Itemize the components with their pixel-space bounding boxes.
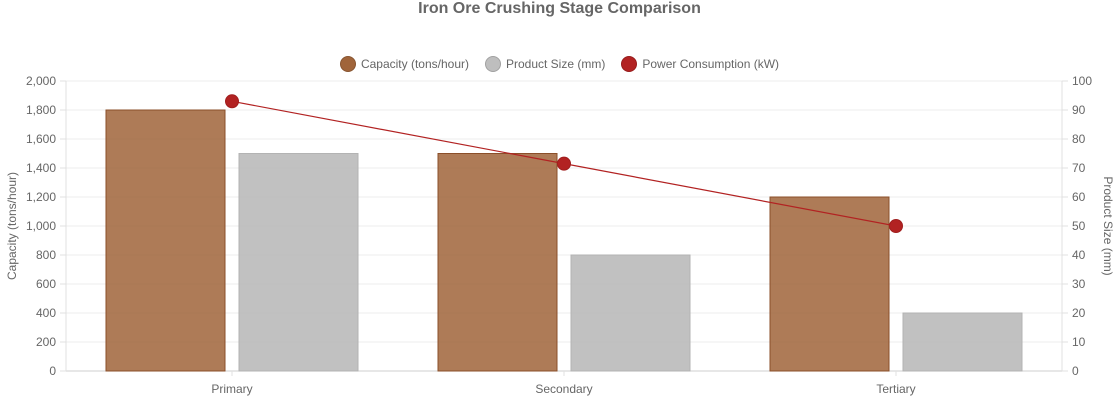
legend-item-power[interactable]: Power Consumption (kW)	[621, 56, 779, 72]
y-left-tick-label: 1,800	[26, 103, 56, 117]
point-power-secondary[interactable]	[557, 156, 571, 171]
y-left-tick-label: 1,400	[26, 161, 56, 175]
y-left-tick-label: 1,200	[26, 190, 56, 204]
bar-product-size-secondary[interactable]	[570, 254, 691, 372]
point-power-primary[interactable]	[225, 94, 239, 109]
y-left-tick-label: 200	[36, 335, 56, 349]
legend-item-product-size[interactable]: Product Size (mm)	[484, 56, 606, 72]
y-right-tick-label: 100	[1072, 74, 1092, 88]
y-right-tick-label: 20	[1072, 306, 1086, 320]
y-left-tick-label: 1,600	[26, 132, 56, 146]
x-tick-label: Tertiary	[876, 382, 915, 396]
y-left-tick-label: 600	[36, 277, 56, 291]
y-left-tick-label: 1,000	[26, 219, 56, 233]
legend-swatch-capacity	[339, 56, 356, 72]
y-right-tick-label: 30	[1072, 277, 1086, 291]
legend: Capacity (tons/hour) Product Size (mm) P…	[0, 56, 1119, 72]
bar-capacity-tertiary[interactable]	[769, 196, 890, 372]
x-tick-label: Secondary	[535, 382, 592, 396]
bar-capacity-secondary[interactable]	[437, 153, 558, 372]
y-right-tick-label: 50	[1072, 219, 1086, 233]
y-right-tick-label: 40	[1072, 248, 1086, 262]
legend-swatch-power	[621, 56, 638, 72]
point-power-tertiary[interactable]	[889, 219, 903, 233]
legend-label-power: Power Consumption (kW)	[642, 57, 780, 71]
y-left-tick-label: 800	[36, 248, 56, 262]
y-right-tick-label: 70	[1072, 161, 1086, 175]
y-right-tick-label: 90	[1072, 103, 1086, 117]
y-right-tick-label: 10	[1072, 335, 1086, 349]
legend-swatch-product-size	[484, 56, 501, 72]
bar-product-size-tertiary[interactable]	[902, 312, 1023, 372]
y-right-axis-label: Product Size (mm)	[1101, 176, 1115, 275]
y-right-tick-label: 80	[1072, 132, 1086, 146]
y-left-tick-label: 400	[36, 306, 56, 320]
y-right-tick-label: 0	[1072, 364, 1079, 378]
bar-capacity-primary[interactable]	[105, 109, 226, 372]
chart-title: Iron Ore Crushing Stage Comparison	[418, 0, 701, 17]
y-right-tick-label: 60	[1072, 190, 1086, 204]
legend-label-product-size: Product Size (mm)	[505, 57, 606, 71]
y-left-tick-label: 0	[49, 364, 56, 378]
bar-product-size-primary[interactable]	[238, 153, 359, 372]
legend-item-capacity[interactable]: Capacity (tons/hour)	[339, 56, 469, 72]
legend-label-capacity: Capacity (tons/hour)	[360, 57, 469, 71]
x-tick-label: Primary	[211, 382, 252, 396]
y-left-axis-label: Capacity (tons/hour)	[5, 172, 19, 280]
y-left-tick-label: 2,000	[26, 74, 56, 88]
